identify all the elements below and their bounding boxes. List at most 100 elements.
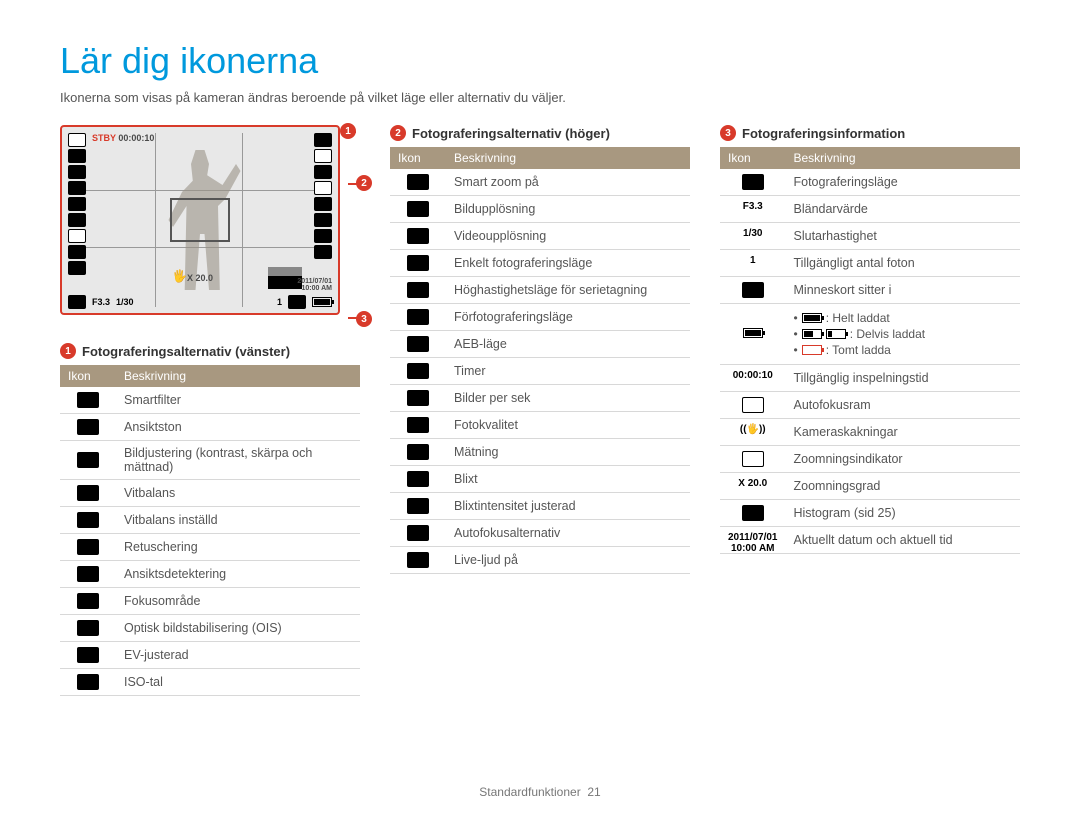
table-row: 1Tillgängligt antal foton — [720, 250, 1020, 277]
icon-cell: F3.3 — [720, 196, 786, 223]
strip-icon — [68, 181, 86, 195]
table-row: Enkelt fotograferingsläge — [390, 250, 690, 277]
desc-cell: Tillgänglig inspelningstid — [786, 365, 1021, 392]
section-2-badge: 2 — [390, 125, 406, 141]
desc-cell: Fokusområde — [116, 588, 360, 615]
table-2: Ikon Beskrivning Smart zoom påBildupplös… — [390, 147, 690, 574]
desc-cell: Histogram (sid 25) — [786, 500, 1021, 527]
icon-cell — [390, 466, 446, 493]
date: 2011/07/01 — [297, 278, 332, 286]
shots-left: 1 — [277, 297, 282, 307]
row-icon — [407, 552, 429, 568]
icon-cell — [390, 196, 446, 223]
intro-text: Ikonerna som visas på kameran ändras ber… — [60, 90, 1020, 105]
icon-cell — [390, 169, 446, 196]
row-icon — [407, 228, 429, 244]
column-left: STBY 00:00:10 — [60, 125, 360, 696]
table-row: Bildupplösning — [390, 196, 690, 223]
table-row: ISO-tal — [60, 669, 360, 696]
icon-cell — [390, 223, 446, 250]
af-frame — [170, 198, 230, 242]
table-row: Vitbalans inställd — [60, 507, 360, 534]
section-2-head: 2 Fotograferingsalternativ (höger) — [390, 125, 690, 141]
desc-cell: EV-justerad — [116, 642, 360, 669]
icon-cell — [720, 304, 786, 365]
table-row: Retuschering — [60, 534, 360, 561]
section-2-title: Fotograferingsalternativ (höger) — [412, 126, 610, 141]
table-row: Förfotograferingsläge — [390, 304, 690, 331]
row-icon-text: F3.3 — [742, 201, 764, 217]
row-icon — [77, 485, 99, 501]
desc-cell: Förfotograferingsläge — [446, 304, 690, 331]
table-row: Fokusområde — [60, 588, 360, 615]
battery-level: • : Delvis laddat — [794, 327, 1013, 341]
table-row: ((🖐))Kameraskakningar — [720, 419, 1020, 446]
table-row: 1/30Slutarhastighet — [720, 223, 1020, 250]
icon-cell — [720, 169, 786, 196]
desc-cell: Autofokusalternativ — [446, 520, 690, 547]
row-icon — [742, 282, 764, 298]
stby-label: STBY — [92, 133, 116, 143]
th-desc: Beskrivning — [786, 147, 1021, 169]
icon-cell — [60, 441, 116, 480]
table-1: Ikon Beskrivning SmartfilterAnsiktstonBi… — [60, 365, 360, 696]
row-icon — [407, 498, 429, 514]
icon-cell — [390, 358, 446, 385]
battery-icon — [312, 297, 332, 307]
desc-cell: AEB-läge — [446, 331, 690, 358]
time: 10:00 AM — [297, 285, 332, 293]
row-icon — [407, 174, 429, 190]
desc-cell: Fotokvalitet — [446, 412, 690, 439]
table-row: Ansiktsdetektering — [60, 561, 360, 588]
strip-icon — [68, 165, 86, 179]
row-icon — [407, 309, 429, 325]
icon-cell — [390, 304, 446, 331]
icon-cell — [60, 480, 116, 507]
footer-page: 21 — [587, 785, 600, 799]
desc-cell: Ansiktston — [116, 414, 360, 441]
icon-cell — [390, 385, 446, 412]
row-icon — [407, 471, 429, 487]
table-row: 00:00:10Tillgänglig inspelningstid — [720, 365, 1020, 392]
icon-cell: ((🖐)) — [720, 419, 786, 446]
battery-level: • : Helt laddat — [794, 311, 1013, 325]
table-row: Höghastighetsläge för serietagning — [390, 277, 690, 304]
section-1-badge: 1 — [60, 343, 76, 359]
datetime: 2011/07/01 10:00 AM — [297, 278, 332, 293]
desc-cell: Höghastighetsläge för serietagning — [446, 277, 690, 304]
icon-cell — [60, 507, 116, 534]
icon-cell: 1 — [720, 250, 786, 277]
desc-cell: Smart zoom på — [446, 169, 690, 196]
strip-icon — [314, 133, 332, 147]
strip-icon — [314, 197, 332, 211]
table-row: Timer — [390, 358, 690, 385]
table-row: Autofokusram — [720, 392, 1020, 419]
desc-cell: Autofokusram — [786, 392, 1021, 419]
table-row: Histogram (sid 25) — [720, 500, 1020, 527]
row-icon — [407, 201, 429, 217]
table-row: • : Helt laddat• : Delvis laddat• : Tomt… — [720, 304, 1020, 365]
strip-icon — [314, 165, 332, 179]
desc-cell: Bilder per sek — [446, 385, 690, 412]
desc-cell: Timer — [446, 358, 690, 385]
strip-icon — [68, 261, 86, 275]
desc-cell: • : Helt laddat• : Delvis laddat• : Tomt… — [786, 304, 1021, 365]
table-row: Bildjustering (kontrast, skärpa och mätt… — [60, 441, 360, 480]
row-icon — [407, 417, 429, 433]
row-icon — [742, 174, 764, 190]
desc-cell: Aktuellt datum och aktuell tid — [786, 527, 1021, 554]
icon-cell — [60, 414, 116, 441]
camera-screen-callout: STBY 00:00:10 — [60, 125, 350, 325]
icon-cell — [390, 520, 446, 547]
desc-cell: Retuschering — [116, 534, 360, 561]
row-icon-text: ((🖐)) — [740, 424, 766, 440]
strip-icon — [314, 149, 332, 163]
table-row: Videoupplösning — [390, 223, 690, 250]
icon-cell — [720, 277, 786, 304]
page-title: Lär dig ikonerna — [60, 40, 1020, 82]
row-icon — [77, 620, 99, 636]
row-icon-text: 2011/07/01 10:00 AM — [728, 532, 778, 548]
icon-cell — [720, 500, 786, 527]
camera-screen: STBY 00:00:10 — [60, 125, 340, 315]
table-row: Smartfilter — [60, 387, 360, 414]
